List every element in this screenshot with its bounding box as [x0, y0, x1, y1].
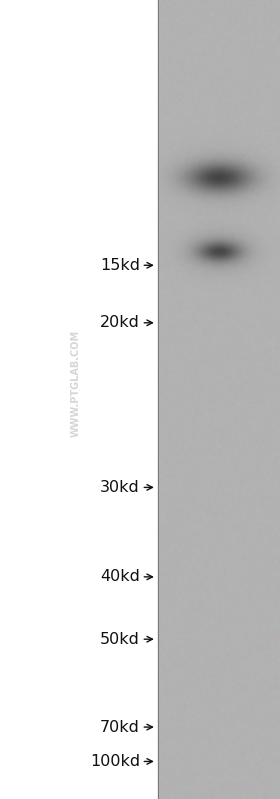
Text: WWW.PTGLAB.COM: WWW.PTGLAB.COM — [71, 330, 81, 437]
Text: 15kd: 15kd — [100, 258, 140, 272]
Text: 100kd: 100kd — [90, 754, 140, 769]
Text: 50kd: 50kd — [100, 632, 140, 646]
Text: 20kd: 20kd — [100, 316, 140, 330]
Text: 30kd: 30kd — [100, 480, 140, 495]
Text: 40kd: 40kd — [100, 570, 140, 584]
Text: 70kd: 70kd — [100, 720, 140, 734]
